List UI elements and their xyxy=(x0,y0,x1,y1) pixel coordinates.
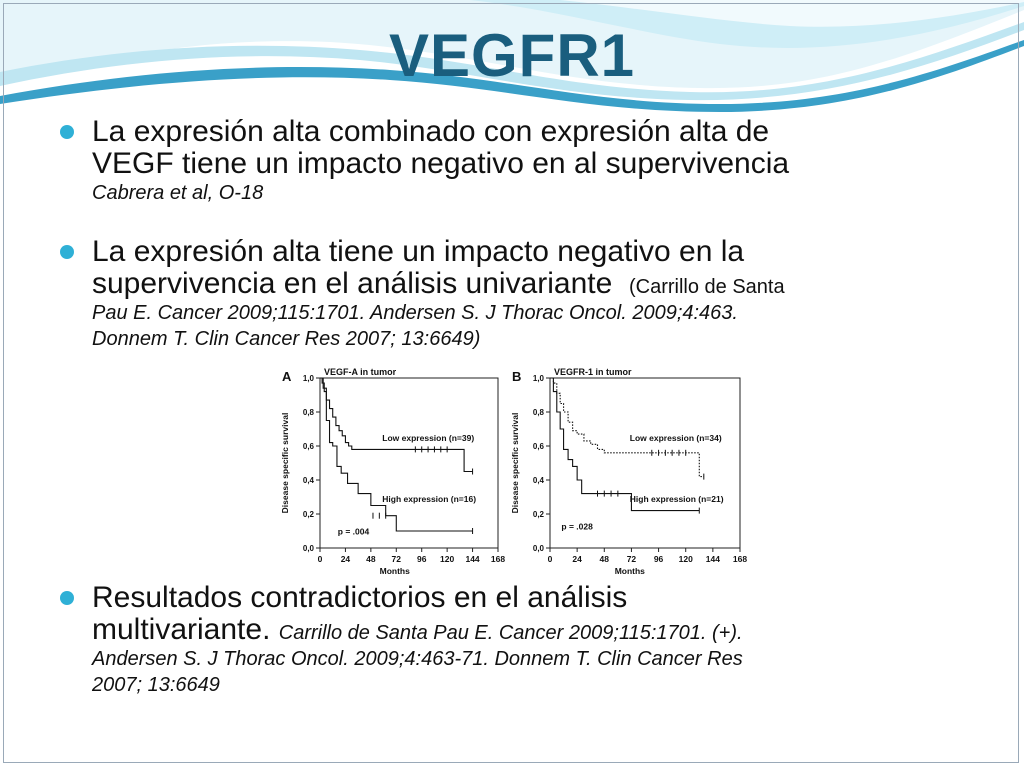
y-axis-label: Disease specific survival xyxy=(510,413,520,514)
x-tick-label: 144 xyxy=(465,554,479,564)
y-tick-label: 0,8 xyxy=(533,408,545,417)
header-wave-decoration xyxy=(0,0,1024,112)
p-value-label: p = .028 xyxy=(561,521,593,531)
x-tick-label: 0 xyxy=(548,554,553,564)
y-tick-label: 1,0 xyxy=(303,374,315,383)
y-tick-label: 0,4 xyxy=(303,476,315,485)
y-tick-label: 1,0 xyxy=(533,374,545,383)
bullet-1-line-1: La expresión alta combinado con expresió… xyxy=(92,115,770,148)
bullet-dot-icon xyxy=(60,245,74,259)
x-tick-label: 96 xyxy=(654,554,664,564)
x-axis-label: Months xyxy=(615,566,645,576)
x-tick-label: 48 xyxy=(366,554,376,564)
bullet-2-line-1: La expresión alta tiene un impacto negat… xyxy=(92,235,745,268)
x-tick-label: 120 xyxy=(679,554,693,564)
bullet-3-citation-inline: Carrillo de Santa Pau E. Cancer 2009;115… xyxy=(278,622,743,644)
bullet-dot-icon xyxy=(60,125,74,139)
x-tick-label: 72 xyxy=(392,554,402,564)
bullet-2-citation-line-3: Donnem T. Clin Cancer Res 2007; 13:6649) xyxy=(92,328,481,350)
panel-title: VEGFR-1 in tumor xyxy=(554,367,632,377)
p-value-label: p = .004 xyxy=(338,526,370,536)
bullet-2-citation-inline: (Carrillo de Santa xyxy=(628,276,785,298)
y-tick-label: 0,6 xyxy=(303,442,315,451)
bullet-3-citation-line-3: 2007; 13:6649 xyxy=(92,674,220,696)
x-axis-label: Months xyxy=(380,566,410,576)
panel-title: VEGF-A in tumor xyxy=(324,367,397,377)
slide-title: VEGFR1 xyxy=(388,22,636,89)
x-tick-label: 96 xyxy=(417,554,427,564)
bullet-1: La expresión alta combinado con expresió… xyxy=(60,115,992,206)
x-tick-label: 0 xyxy=(318,554,323,564)
bullet-2-line-2: supervivencia en el análisis univariante xyxy=(92,267,613,300)
panel-letter: B xyxy=(512,369,521,384)
survival-curves-svg: A VEGF-A in tumor 0,0 0,2 0,4 0,6 0,8 1,0 0 24 48 7… xyxy=(280,367,747,576)
x-tick-label: 24 xyxy=(572,554,582,564)
x-tick-label: 168 xyxy=(733,554,747,564)
bullet-2-citation-line-2: Pau E. Cancer 2009;115:1701. Andersen S.… xyxy=(92,302,738,324)
y-axis-label: Disease specific survival xyxy=(280,413,290,514)
survival-panel-a: A VEGF-A in tumor 0,0 0,2 0,4 0,6 0,8 1,0 0 24 48 7… xyxy=(280,367,505,576)
bullet-2: La expresión alta tiene un impacto negat… xyxy=(60,235,992,352)
bullet-1-line-2: VEGF tiene un impacto negativo en al sup… xyxy=(92,147,790,180)
survival-curve-low xyxy=(320,377,473,473)
panel-letter: A xyxy=(282,369,292,384)
survival-figure: A VEGF-A in tumor 0,0 0,2 0,4 0,6 0,8 1,0 0 24 48 7… xyxy=(274,364,754,582)
y-tick-label: 0,2 xyxy=(303,510,315,519)
series-label: High expression (n=21) xyxy=(630,494,724,504)
x-tick-label: 120 xyxy=(440,554,454,564)
plot-frame xyxy=(549,377,741,549)
x-tick-label: 72 xyxy=(627,554,637,564)
bullet-dot-icon xyxy=(60,591,74,605)
x-tick-label: 168 xyxy=(491,554,505,564)
x-tick-label: 48 xyxy=(600,554,610,564)
y-tick-label: 0,6 xyxy=(533,442,545,451)
x-tick-label: 144 xyxy=(706,554,720,564)
y-tick-label: 0,4 xyxy=(533,476,545,485)
survival-panel-b: B VEGFR-1 in tumor 0,0 0,2 0,4 0,6 0,8 1,0 0 24 48… xyxy=(510,367,747,576)
y-tick-label: 0,0 xyxy=(303,544,315,553)
x-tick-label: 24 xyxy=(341,554,351,564)
series-label: High expression (n=16) xyxy=(382,494,476,504)
bullet-3-line-1: Resultados contradictorios en el análisi… xyxy=(92,581,628,614)
y-tick-label: 0,2 xyxy=(533,510,545,519)
bullet-3-line-2: multivariante. xyxy=(92,613,271,646)
survival-curve-high xyxy=(320,377,473,532)
plot-frame xyxy=(319,377,499,549)
bullet-1-citation: Cabrera et al, O-18 xyxy=(92,182,264,204)
bullet-3-citation-line-2: Andersen S. J Thorac Oncol. 2009;4:463-7… xyxy=(92,648,743,670)
survival-curve-high xyxy=(550,377,700,512)
y-tick-label: 0,0 xyxy=(533,544,545,553)
y-tick-label: 0,8 xyxy=(303,408,315,417)
series-label: Low expression (n=39) xyxy=(382,433,474,443)
bullet-3: Resultados contradictorios en el análisi… xyxy=(60,581,992,698)
series-label: Low expression (n=34) xyxy=(630,433,722,443)
